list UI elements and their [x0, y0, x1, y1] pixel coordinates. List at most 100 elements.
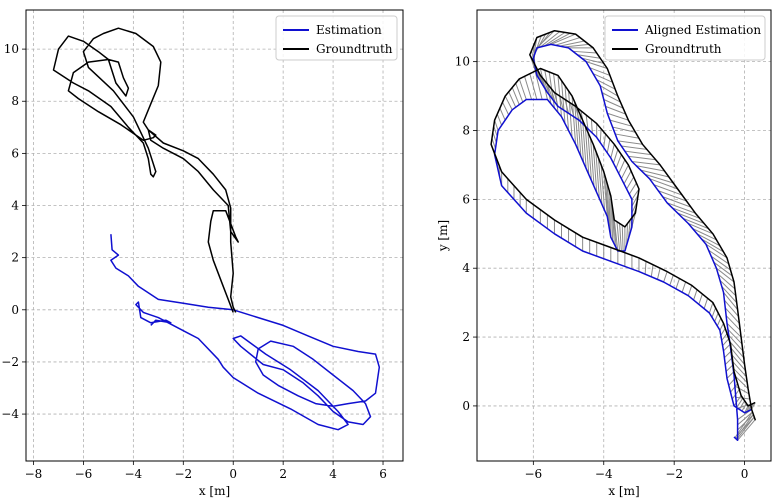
x-tick-label: 0 — [741, 467, 749, 481]
correspondence-line — [559, 40, 585, 47]
correspondence-line — [569, 102, 575, 117]
correspondence-line — [536, 30, 555, 49]
y-tick-label: 0 — [462, 399, 470, 413]
correspondence-line — [585, 114, 589, 129]
correspondence-line — [561, 80, 566, 124]
correspondence-line — [564, 99, 570, 114]
correspondence-line — [711, 307, 717, 318]
x-axis-label: x [m] — [199, 484, 230, 498]
correspondence-line — [669, 274, 674, 286]
correspondence-line — [603, 99, 624, 109]
correspondence-line — [730, 383, 738, 393]
plot-area — [52, 27, 381, 431]
correspondence-line — [628, 182, 637, 195]
legend-label: Groundtruth — [645, 42, 722, 56]
correspondence-line — [723, 299, 739, 317]
correspondence-line — [716, 267, 735, 283]
correspondence-line — [731, 353, 746, 371]
correspondence-line — [736, 403, 751, 409]
correspondence-line — [590, 138, 595, 187]
correspondence-line — [672, 207, 700, 219]
correspondence-line — [511, 87, 520, 105]
correspondence-line — [621, 145, 647, 150]
plot-area — [490, 29, 756, 442]
correspondence-line — [606, 139, 611, 153]
correspondence-line — [701, 238, 724, 253]
correspondence-line — [518, 78, 527, 100]
correspondence-line — [544, 70, 552, 104]
correspondence-line — [585, 61, 608, 70]
correspondence-line — [597, 158, 603, 205]
series-line-estimation — [110, 234, 381, 431]
axes-frame — [25, 9, 404, 462]
correspondence-line — [499, 107, 506, 121]
correspondence-line — [666, 202, 696, 214]
correspondence-line — [682, 217, 709, 230]
series-line-aligned-estimation — [493, 43, 752, 442]
correspondence-line — [658, 190, 687, 202]
correspondence-line — [745, 404, 751, 413]
correspondence-line — [650, 264, 654, 277]
y-tick-label: 4 — [11, 199, 19, 213]
y-tick-label: 6 — [462, 192, 470, 206]
x-tick-label: −4 — [595, 467, 613, 481]
x-tick-label: −2 — [174, 467, 192, 481]
x-tick-label: 2 — [279, 467, 287, 481]
series-line-groundtruth — [490, 29, 756, 421]
y-tick-label: 10 — [455, 55, 470, 69]
legend-label: Estimation — [316, 23, 382, 37]
correspondence-line — [681, 281, 687, 293]
correspondence-line — [698, 293, 703, 305]
correspondence-line — [729, 341, 745, 359]
x-tick-label: 4 — [329, 467, 337, 481]
correspondence-line — [607, 112, 629, 121]
correspondence-line — [631, 160, 661, 166]
y-tick-label: 0 — [11, 303, 19, 317]
chart-panel-2: −6 −4 −2 0 0 2 4 6 8 10 x [m] y [m] Aligned Estimati… — [436, 9, 772, 498]
y-tick-label: 8 — [11, 94, 19, 108]
correspondence-line — [603, 171, 608, 217]
correspondence-line — [543, 79, 551, 97]
correspondence-line — [577, 54, 601, 59]
correspondence-line — [584, 126, 590, 175]
correspondence-line — [649, 178, 678, 190]
correspondence-line — [723, 291, 738, 310]
correspondence-line — [724, 357, 733, 365]
correspondence-line — [555, 37, 581, 46]
correspondence-line — [723, 343, 731, 352]
correspondence-line — [708, 302, 714, 314]
correspondence-line — [491, 138, 496, 149]
correspondence-line — [644, 261, 647, 275]
correspondence-line — [719, 323, 724, 331]
correspondence-line — [599, 85, 619, 97]
correspondence-line — [736, 397, 744, 408]
correspondence-line — [731, 360, 747, 377]
correspondence-line — [603, 133, 607, 148]
correspondence-line — [611, 201, 614, 241]
correspondence-line — [688, 222, 714, 235]
y-axis-label: y [m] — [436, 220, 450, 252]
x-tick-label: 6 — [379, 467, 387, 481]
correspondence-line — [727, 328, 743, 345]
x-tick-label: −2 — [665, 467, 683, 481]
legend-label: Aligned Estimation — [644, 23, 761, 37]
correspondence-line — [596, 79, 616, 90]
correspondence-line — [636, 165, 665, 172]
correspondence-line — [515, 82, 524, 103]
correspondence-line — [550, 88, 556, 104]
correspondence-line — [721, 333, 728, 341]
x-tick-label: −6 — [524, 467, 542, 481]
correspondence-line — [720, 328, 726, 336]
correspondence-line — [717, 273, 736, 290]
correspondence-line — [574, 102, 579, 151]
x-tick-label: −6 — [75, 467, 93, 481]
correspondence-line — [696, 233, 721, 247]
correspondence-line — [662, 196, 692, 208]
correspondence-lines — [490, 30, 756, 441]
correspondence-line — [599, 128, 602, 143]
correspondence-line — [687, 285, 693, 296]
correspondence-line — [710, 255, 731, 271]
correspondence-line — [559, 95, 564, 110]
correspondence-line — [640, 169, 670, 178]
correspondence-line — [581, 57, 604, 64]
